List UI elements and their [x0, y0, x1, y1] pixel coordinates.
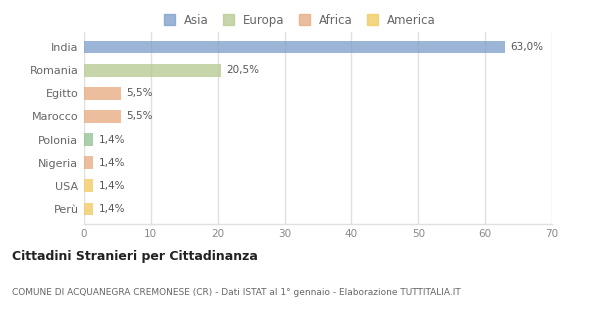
Bar [84, 133, 94, 146]
Text: 1,4%: 1,4% [99, 134, 125, 145]
Text: 63,0%: 63,0% [511, 42, 544, 52]
Bar [84, 180, 94, 192]
Text: 1,4%: 1,4% [99, 158, 125, 168]
Text: 20,5%: 20,5% [226, 65, 259, 75]
Text: COMUNE DI ACQUANEGRA CREMONESE (CR) - Dati ISTAT al 1° gennaio - Elaborazione TU: COMUNE DI ACQUANEGRA CREMONESE (CR) - Da… [12, 288, 461, 297]
Text: 1,4%: 1,4% [99, 181, 125, 191]
Bar [84, 110, 121, 123]
Bar [84, 203, 94, 215]
Bar [84, 87, 121, 100]
Bar [84, 156, 94, 169]
Text: 1,4%: 1,4% [99, 204, 125, 214]
Text: Cittadini Stranieri per Cittadinanza: Cittadini Stranieri per Cittadinanza [12, 250, 258, 263]
Legend: Asia, Europa, Africa, America: Asia, Europa, Africa, America [160, 9, 440, 32]
Text: 5,5%: 5,5% [126, 111, 152, 122]
Bar [84, 64, 221, 76]
Text: 5,5%: 5,5% [126, 88, 152, 98]
Bar [84, 41, 505, 53]
